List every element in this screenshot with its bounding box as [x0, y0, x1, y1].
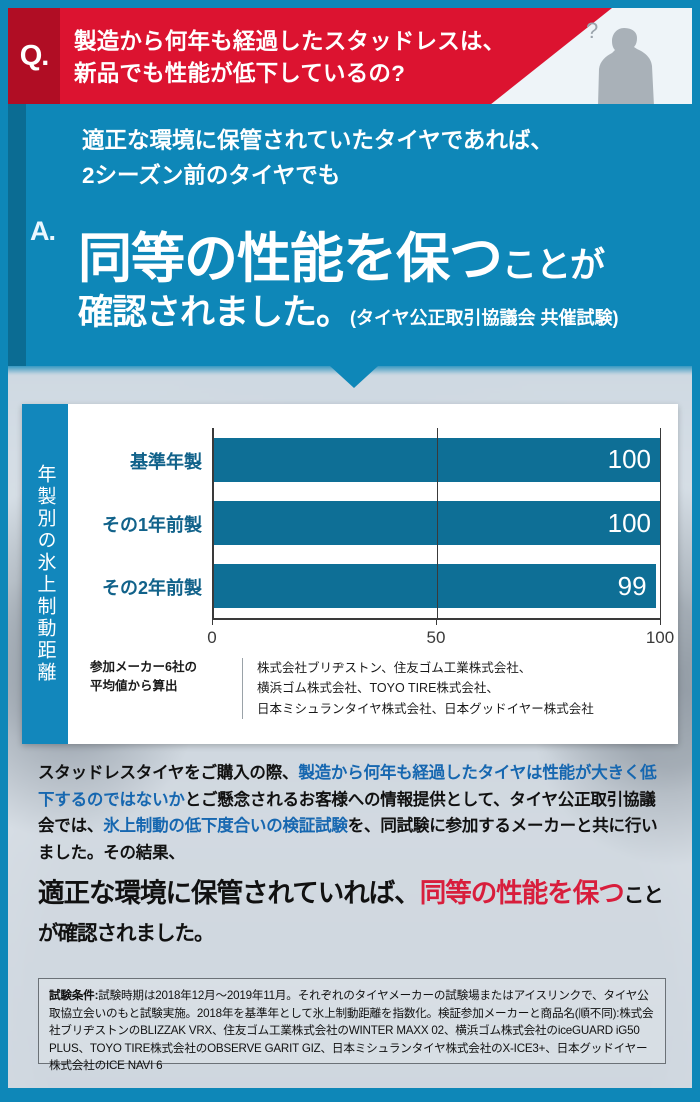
frame-top-edge	[0, 0, 700, 8]
answer-lead-line-1: 適正な環境に保管されていたタイヤであれば、	[82, 128, 553, 153]
chart-note-left-line: 参加メーカー6社の	[90, 660, 197, 674]
body-copy-seg5: を、同試験に参加するメーカーと共に行いました。その結果、	[38, 817, 658, 863]
chart-plot-area: 基準年製その1年前製 その2年前製 100 100 99 0 50 100	[84, 428, 674, 647]
answer-headline: 同等の性能を保つことが	[78, 214, 698, 293]
body-copy: スタッドレスタイヤをご購入の際、製造から何年も経過したタイヤは性能が大きく低下す…	[38, 760, 670, 867]
question-band: Q. 製造から何年も経過したスタッドレスは、 新品でも性能が低下しているの? ?	[8, 8, 692, 104]
body-copy-highlight-1: 製造から何年も経過したタイヤは性能が大きく低下するのではないか	[38, 764, 657, 809]
chart-x-tick	[212, 618, 213, 625]
question-badge: Q.	[8, 8, 60, 104]
chart-category-label: 基準年製	[130, 451, 202, 472]
question-line-2: 新品でも性能が低下しているの?	[74, 60, 406, 86]
body-copy-highlight-2: 氷上制動の低下度合いの検証試験	[103, 817, 348, 836]
footer-label: 試験条件:	[49, 989, 99, 1002]
frame-right-edge	[692, 0, 700, 1102]
answer-badge: A.	[30, 216, 56, 246]
conclusion-text: 適正な環境に保管されていれば、同等の性能を保つことが確認されました。	[38, 875, 678, 950]
answer-lead: 適正な環境に保管されていたタイヤであれば、 2シーズン前のタイヤでも	[82, 124, 682, 194]
answer-lead-line-2: 2シーズン前のタイヤでも	[82, 162, 341, 188]
chart-category-label: その2年前製	[101, 578, 202, 599]
chart-x-tick-label: 100	[645, 628, 675, 647]
answer-accent-strip	[8, 104, 26, 366]
conclusion-highlight: 同等の性能を保つ	[419, 878, 625, 908]
body-copy-seg3: とご懸念されるお客様への情報提供として、タイヤ公正取引協議会では、	[38, 790, 656, 836]
frame-bottom-bar	[0, 1088, 700, 1102]
chart-vertical-label: 年製別の氷上制動距離	[22, 404, 68, 744]
chart-bar-value: 99	[617, 570, 647, 601]
chart-x-tick-label: 50	[426, 628, 446, 647]
chart-bars: 100 100 99	[212, 428, 661, 618]
question-text: 製造から何年も経過したスタッドレスは、 新品でも性能が低下しているの?	[74, 26, 584, 90]
panel-arrow-pointer	[330, 366, 378, 388]
chart-note-right-line: 日本ミシュランタイヤ株式会社、日本グッドイヤー株式会社	[257, 701, 594, 716]
chart-category-label: その1年前製	[101, 515, 202, 535]
chart-x-tick	[436, 618, 437, 625]
answer-headline-strong: 同等の性能を保つ	[78, 229, 503, 289]
conclusion-seg3: ことが確認されました。	[38, 884, 664, 945]
frame-left-edge	[0, 0, 8, 1102]
answer-headline-tail: ことが	[502, 246, 605, 285]
chart-note: 参加メーカー6社の 平均値から算出 株式会社ブリヂストン、住友ゴム工業株式会社、横…	[90, 658, 662, 719]
chart-bar: 99	[214, 564, 656, 609]
svg-text:?: ?	[586, 18, 598, 43]
body-copy-seg1: スタッドレスタイヤをご購入の際、	[38, 764, 299, 782]
answer-headline-second-line: 確認されました。(タイヤ公正取引協議会 共催試験)	[78, 284, 698, 335]
answer-headline-note: (タイヤ公正取引協議会 共催試験)	[350, 308, 619, 328]
chart-card: 年製別の氷上制動距離 基準年製その1年前製 その2年前製 100 100 99 0 50…	[22, 404, 678, 744]
thinking-person-silhouette-icon: ?	[586, 18, 654, 104]
chart-gridline	[437, 428, 438, 618]
question-red-shape	[8, 8, 612, 104]
chart-note-divider	[242, 658, 243, 719]
question-line-1: 製造から何年も経過したスタッドレスは、	[74, 29, 506, 54]
chart-note-right-line: 株式会社ブリヂストン、住友ゴム工業株式会社、	[257, 661, 532, 675]
chart-x-tick	[660, 618, 661, 625]
conclusion-seg1: 適正な環境に保管されていれば、	[38, 878, 421, 908]
chart-note-right: 株式会社ブリヂストン、住友ゴム工業株式会社、 横浜ゴム株式会社、TOYO TIRE…	[257, 658, 662, 719]
chart-note-left: 参加メーカー6社の 平均値から算出	[90, 658, 228, 697]
chart-end-rule	[660, 428, 661, 618]
chart-bar-value: 100	[607, 444, 651, 475]
answer-panel: A. 適正な環境に保管されていたタイヤであれば、 2シーズン前のタイヤでも 同等…	[8, 104, 692, 366]
chart-note-left-line: 平均値から算出	[90, 679, 178, 694]
chart-note-right-line: 横浜ゴム株式会社、TOYO TIRE株式会社、	[257, 681, 499, 696]
answer-headline-line2: 確認されました。	[78, 293, 351, 332]
chart-body: 基準年製その1年前製 その2年前製 100 100 99 0 50 100 参加メーカー6…	[68, 404, 678, 744]
chart-x-tick-label: 0	[207, 628, 217, 647]
chart-category-labels: 基準年製その1年前製 その2年前製	[84, 428, 206, 618]
footer-text: 試験時期は2018年12月〜2019年11月。それぞれのタイヤメーカーの試験場ま…	[49, 989, 654, 1073]
test-conditions-footer: 試験条件:試験時期は2018年12月〜2019年11月。それぞれのタイヤメーカー…	[38, 978, 666, 1072]
chart-bar-value: 100	[607, 507, 651, 538]
